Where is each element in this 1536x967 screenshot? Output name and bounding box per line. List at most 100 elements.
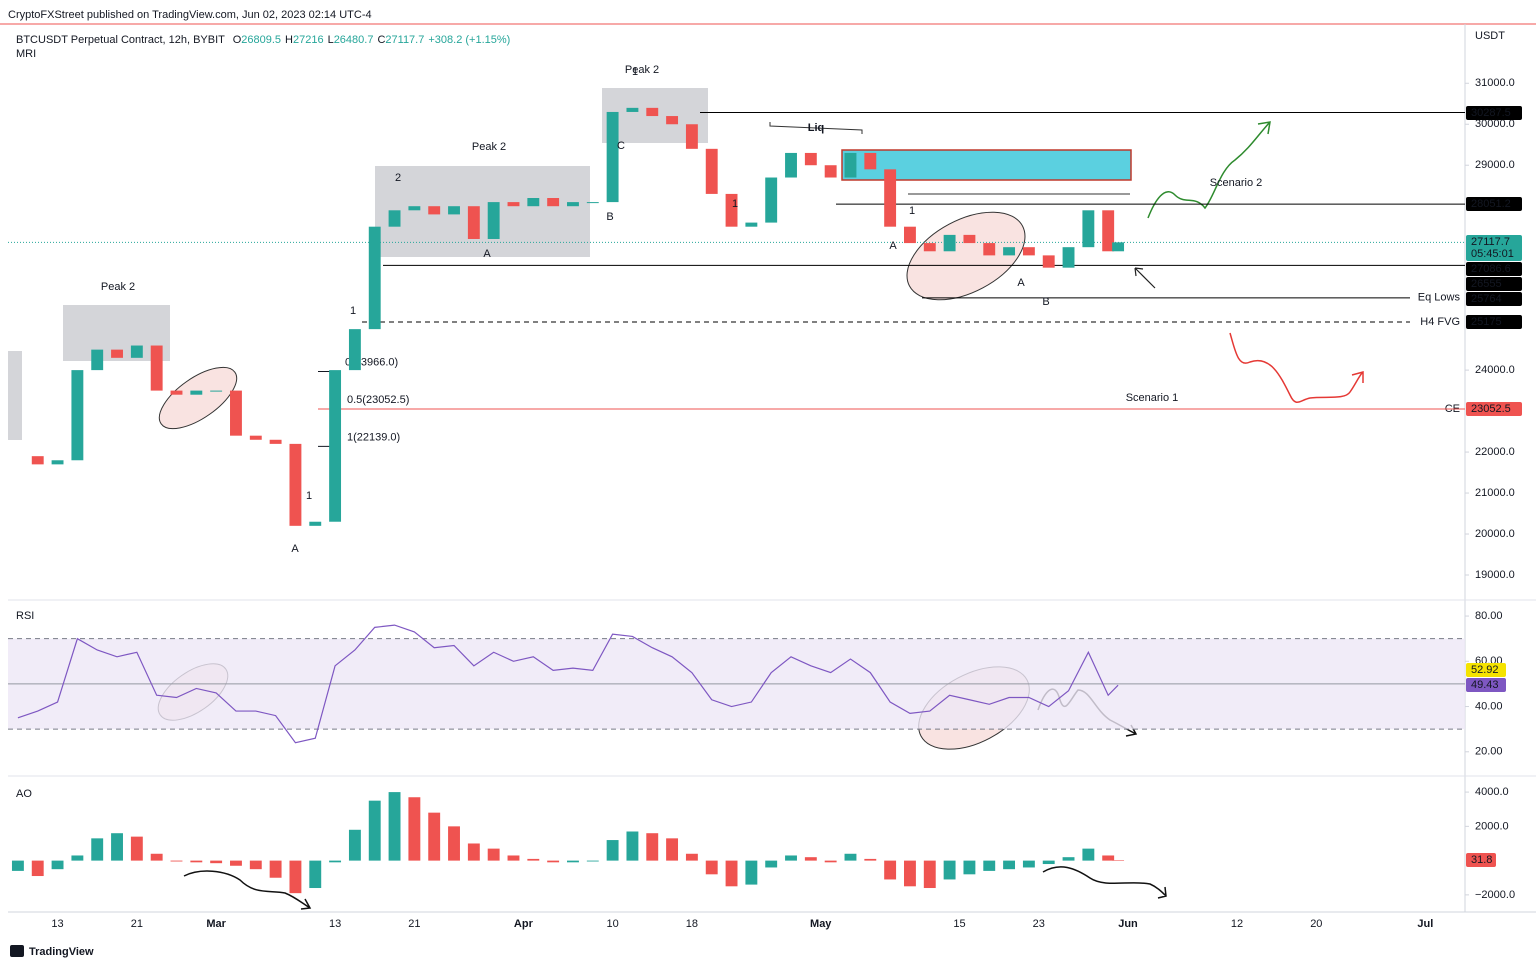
ao-bar <box>1112 860 1125 861</box>
ao-bar <box>368 800 381 861</box>
y-tick-label: 2000.0 <box>1475 820 1509 832</box>
ao-bar <box>844 853 857 861</box>
candle <box>864 152 877 170</box>
ao-arrow <box>183 870 312 910</box>
x-tick-label: 21 <box>131 918 143 930</box>
x-tick-label: Apr <box>514 918 534 930</box>
pane-title: RSI <box>16 610 34 622</box>
ao-bar <box>785 855 797 861</box>
price-badge <box>1466 277 1522 291</box>
candle <box>765 177 778 223</box>
annotation: Peak 2 <box>625 64 659 76</box>
ao-bar <box>646 833 659 861</box>
y-tick-label: 22000.0 <box>1475 446 1515 458</box>
highlight-ellipse <box>158 366 238 430</box>
ao-bar <box>725 860 738 887</box>
publisher: CryptoFXStreet published on TradingView.… <box>8 9 372 21</box>
annotation: Liq <box>808 122 825 134</box>
pointer-arrow <box>1134 267 1156 289</box>
x-tick-label: 10 <box>606 918 618 930</box>
price-badge <box>1466 197 1522 211</box>
y-tick-label: 40.00 <box>1475 700 1503 712</box>
price-badge <box>1466 235 1522 261</box>
wave-marker: A <box>889 240 897 252</box>
candle <box>1102 210 1115 252</box>
candle <box>606 111 619 203</box>
candle <box>388 210 401 227</box>
candle <box>527 198 540 207</box>
candle <box>71 370 84 461</box>
candle <box>130 345 143 358</box>
candle <box>329 370 342 522</box>
ao-bar <box>507 855 520 861</box>
ohlc-label: L <box>328 34 334 46</box>
y-tick-label: −2000.0 <box>1475 889 1515 901</box>
ao-bar <box>1102 855 1115 861</box>
value-badge <box>1466 853 1496 867</box>
ao-bar <box>249 860 262 870</box>
price-badge-label: 23052.5 <box>1471 403 1511 415</box>
symbol: BTCUSDT Perpetual Contract, 12h, BYBIT <box>16 34 225 46</box>
wave-marker: A <box>1017 277 1025 289</box>
x-tick-label: Mar <box>206 918 226 930</box>
ao-bar <box>388 792 401 861</box>
price-badge-label: 26555 <box>1471 278 1502 290</box>
wave-marker: 2 <box>395 172 401 184</box>
ao-bar <box>586 860 599 862</box>
value-badge-label: 52.92 <box>1471 664 1499 676</box>
value-badge <box>1466 663 1506 677</box>
ao-bar <box>547 860 560 863</box>
ao-bar <box>31 860 44 877</box>
ao-bar <box>765 860 778 868</box>
ao-bar <box>745 860 758 885</box>
candle <box>249 435 262 440</box>
candle <box>785 152 797 178</box>
ao-bar <box>705 860 718 875</box>
candle <box>348 329 361 371</box>
candle <box>408 206 421 211</box>
ao-bar <box>487 848 500 861</box>
candle <box>844 152 857 178</box>
candle <box>666 116 679 125</box>
price-badge-label: 25764 <box>1471 293 1502 305</box>
ao-bar <box>943 860 956 880</box>
price-badge-label: 27086.6 <box>1471 263 1511 275</box>
ao-bar <box>130 836 143 861</box>
change: +308.2 (+1.15%) <box>428 34 510 46</box>
candle <box>983 243 996 256</box>
candle <box>428 206 441 215</box>
ohlc-value: 26809.5 <box>241 34 281 46</box>
ohlc-label: H <box>285 34 293 46</box>
x-tick-label: May <box>810 918 832 930</box>
annotation: Peak 2 <box>472 141 506 153</box>
ohlc-value: 26480.7 <box>334 34 374 46</box>
indicator-name: MRI <box>16 48 36 60</box>
price-badge-label: 25175 <box>1471 316 1502 328</box>
candle <box>230 390 242 436</box>
price-badge <box>1466 402 1522 416</box>
ao-bar <box>11 860 24 871</box>
candle <box>943 234 956 252</box>
candle <box>567 202 579 207</box>
candle <box>1112 242 1125 252</box>
candle <box>91 349 104 371</box>
candle <box>1062 247 1075 268</box>
candle <box>1082 210 1095 248</box>
ao-bar <box>91 838 104 861</box>
ao-bar <box>685 853 698 861</box>
ao-bar <box>1062 857 1075 861</box>
wave-marker: 1 <box>350 305 356 317</box>
range-box <box>8 351 22 440</box>
countdown: 05:45:01 <box>1471 248 1514 260</box>
candle <box>309 521 322 526</box>
ao-bar <box>71 855 84 861</box>
ao-bar <box>1003 860 1016 870</box>
footer-brand: TradingView <box>29 946 94 958</box>
candle <box>804 152 817 166</box>
wave-marker: A <box>483 248 491 260</box>
candle <box>289 443 302 526</box>
ao-bar <box>804 857 817 861</box>
y-tick-label: 21000.0 <box>1475 487 1515 499</box>
x-tick-label: 20 <box>1310 918 1322 930</box>
wave-marker: 1 <box>909 205 915 217</box>
